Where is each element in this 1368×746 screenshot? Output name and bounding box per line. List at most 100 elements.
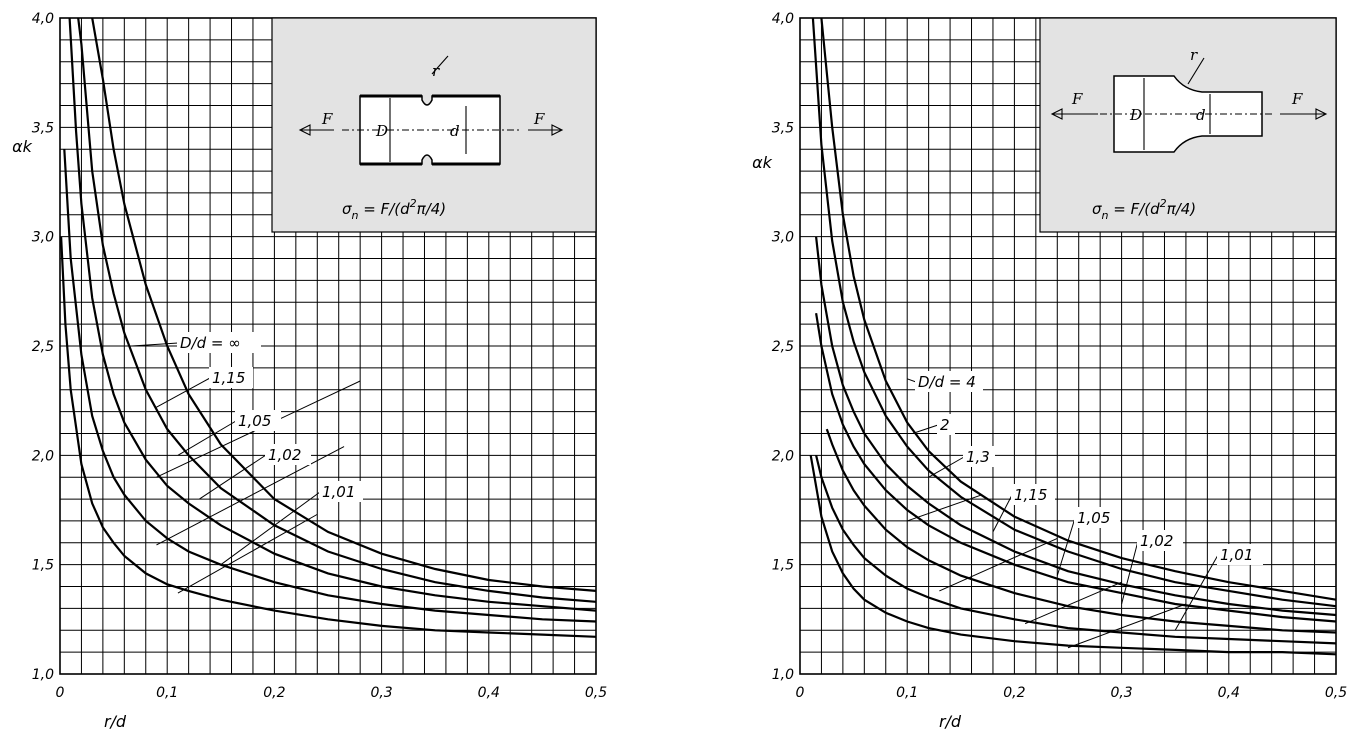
formula-body: = F/(d [359,200,411,218]
y-tick-label: 1,0 [772,667,794,683]
x-tick-label: 0 [56,685,65,701]
y-tick-label: 3,0 [32,230,54,246]
x-axis-label: r/d [104,712,127,731]
nominal-stress-formula: σn = F/(d2π/4) [1092,197,1196,222]
series-line [91,17,597,592]
label-leader-line [1067,603,1187,649]
series-label-background [209,367,253,388]
label-leader-line [177,420,237,456]
x-tick-label: 0 [796,685,805,701]
formula-superscript: 2 [410,197,417,210]
shaft-edges [360,94,500,166]
y-tick-label: 1,5 [772,558,794,574]
x-tick-label: 0,2 [1003,685,1025,701]
radius-label: r [1190,46,1198,64]
x-tick-label: 0,5 [1325,685,1347,701]
inner-diameter-label: d [1196,106,1206,124]
series-label: 1,05 [238,412,271,430]
series-line [809,455,1337,656]
label-leader-line [1024,581,1122,625]
series-line [815,455,1337,645]
label-leader-line [199,454,267,500]
x-tick-label: 0,1 [896,685,918,701]
series-line [63,149,597,623]
label-leader-line [1056,517,1076,576]
formula-tail: π/4) [1167,200,1196,218]
formula-sigma: σ [1092,200,1102,218]
series-line [811,17,1337,608]
formula-tail: π/4) [417,200,446,218]
x-tick-label: 0,3 [370,685,392,701]
label-leader-line [131,342,179,347]
nominal-stress-formula: σn = F/(d2π/4) [342,197,446,222]
radius-leader [431,55,449,75]
label-leader-line [1121,540,1139,605]
x-tick-label: 0,3 [1110,685,1132,701]
formula-subscript: n [1102,209,1109,222]
x-tick-label: 0,4 [1218,685,1240,701]
inset-figure: r D d F Fσn = F/(d2π/4) [1039,17,1337,233]
series-label: D/d = 4 [918,373,976,391]
force-label: F [1071,90,1083,108]
x-tick-label: 0,4 [478,685,500,701]
y-tick-label: 3,5 [32,120,54,136]
label-leader-line [156,377,211,408]
label-leader-line [220,491,321,566]
formula-sigma: σ [342,200,352,218]
formula-superscript: 2 [1160,197,1167,210]
y-axis-label: αk [12,137,33,156]
y-tick-label: 3,0 [772,230,794,246]
y-tick-label: 2,0 [32,448,54,464]
x-axis-label: r/d [939,712,962,731]
label-leader-line [177,513,318,594]
label-leader-line [907,494,983,522]
label-leader-line [912,424,939,434]
series-line [815,313,1337,623]
series-label: 1,15 [212,369,245,387]
inset-figure: r D d F Fσn = F/(d2π/4) [271,17,597,233]
y-tick-label: 2,5 [772,339,794,355]
series-label-background [235,410,281,431]
series-line [77,17,597,603]
label-leader-line [992,494,1013,533]
y-tick-label: 1,0 [32,667,54,683]
y-axis-label: αk [752,153,773,172]
radius-label: r [432,62,440,80]
inner-diameter-label: d [450,122,460,140]
label-leader-line [928,456,965,478]
force-label: F [1291,90,1303,108]
series-label: 1,3 [966,448,990,466]
x-tick-label: 0,5 [585,685,607,701]
series-line [68,17,597,612]
y-tick-label: 2,0 [772,448,794,464]
series-label: 1,05 [1077,509,1110,527]
force-label: F [321,110,333,128]
force-arrow-right [528,124,564,136]
series-label-background [1137,530,1183,551]
series-label: 1,02 [1140,532,1173,550]
x-tick-label: 0,2 [263,685,285,701]
series-label-background [1011,484,1055,505]
label-leader-line [907,378,917,383]
force-arrow-left [1050,108,1098,120]
outer-diameter-label: D [1129,106,1142,124]
force-arrow-right [1280,108,1328,120]
series-line [820,17,1337,601]
series-label-background [177,332,261,353]
series-line [825,428,1337,634]
series-label: 1,02 [268,446,301,464]
series-label-background [963,446,995,467]
y-tick-label: 4,0 [772,11,794,27]
outer-diameter-label: D [375,122,388,140]
y-tick-label: 4,0 [32,11,54,27]
formula-subscript: n [352,209,359,222]
series-label: 2 [940,416,950,434]
label-leader-line [1174,554,1219,631]
shaft-outline [1113,75,1263,153]
formula-body: = F/(d [1109,200,1161,218]
series-label-background [1074,507,1120,528]
force-label: F [533,110,545,128]
